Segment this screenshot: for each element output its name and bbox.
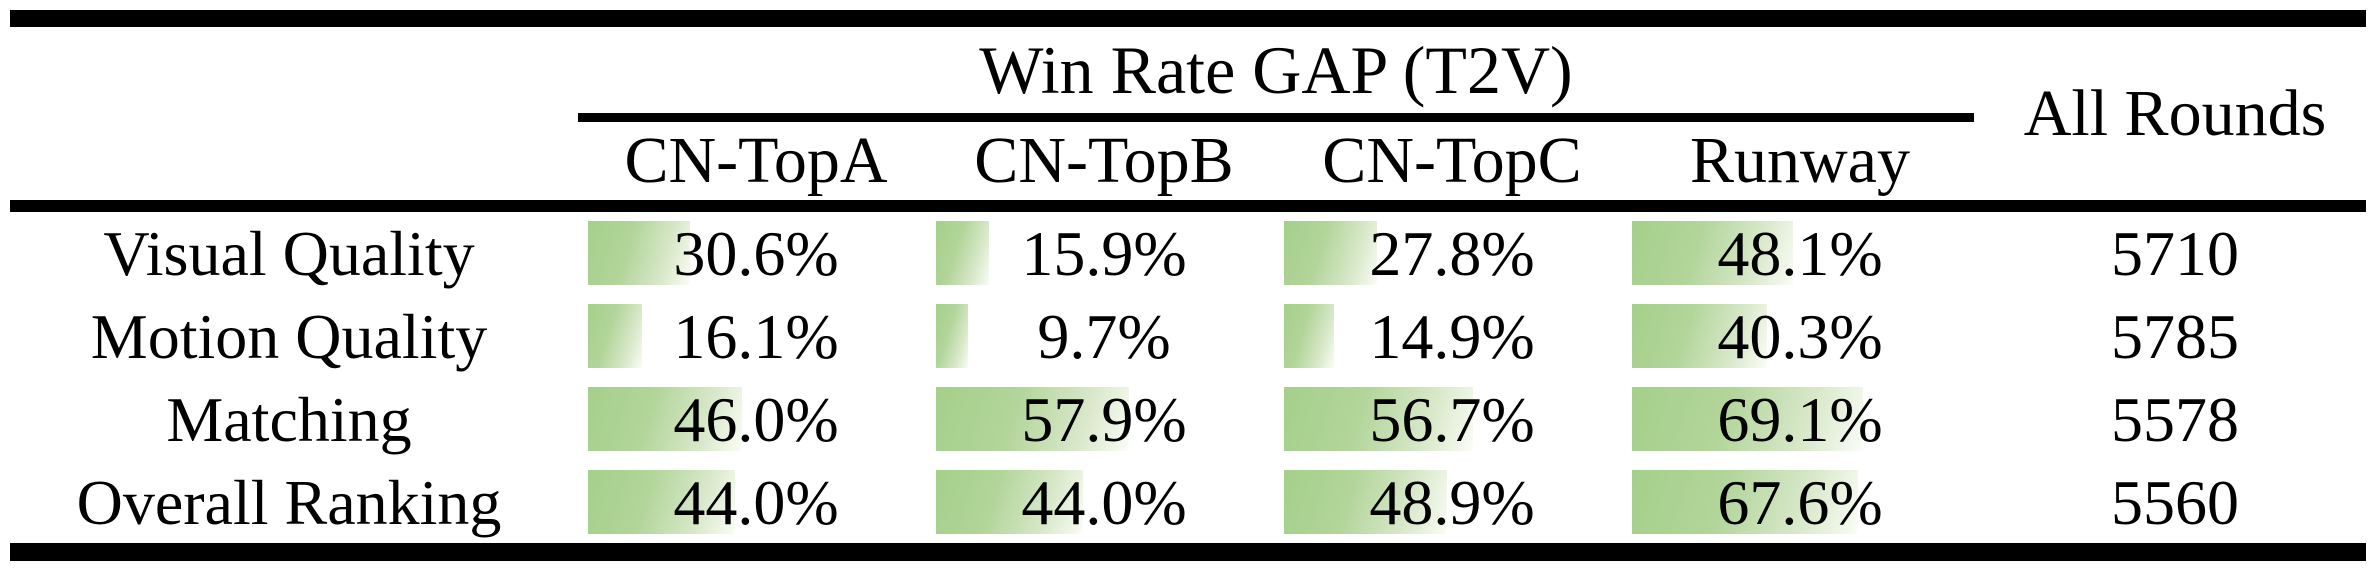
- data-bar: [1284, 387, 1474, 451]
- win-rate-cell: 57.9%: [930, 378, 1278, 461]
- all-rounds-value: 5710: [2111, 218, 2239, 289]
- column-header-cn-topc: CN-TopC: [1322, 124, 1582, 197]
- data-bar: [1632, 387, 1863, 451]
- cell-value: 14.9%: [1369, 301, 1535, 372]
- column-header-cn-topb: CN-TopB: [974, 124, 1234, 197]
- row-label: Matching: [166, 384, 412, 455]
- table-row-matching: Matching 46.0% 57.9% 56.7% 69.1% 5578: [0, 378, 2376, 461]
- all-rounds-value: 5785: [2111, 301, 2239, 372]
- data-bar: [1632, 470, 1858, 534]
- cell-value: 9.7%: [1037, 301, 1171, 372]
- win-rate-cell: 40.3%: [1626, 295, 1974, 378]
- cell-value: 48.1%: [1717, 218, 1883, 289]
- row-label: Visual Quality: [103, 218, 475, 289]
- data-bar: [588, 221, 691, 285]
- win-rate-cell: 46.0%: [582, 378, 930, 461]
- data-bar: [1632, 304, 1767, 368]
- top-rule: [10, 10, 2366, 27]
- data-bar: [1632, 221, 1793, 285]
- win-rate-cell: 30.6%: [582, 212, 930, 295]
- data-bar: [936, 470, 1083, 534]
- win-rate-cell: 14.9%: [1278, 295, 1626, 378]
- column-header-all-rounds: All Rounds: [2023, 76, 2327, 150]
- cell-value: 57.9%: [1021, 384, 1187, 455]
- column-header-cn-topa: CN-TopA: [624, 124, 888, 197]
- table-row-overall-ranking: Overall Ranking 44.0% 44.0% 48.9% 67.6% …: [0, 461, 2376, 544]
- data-bar: [936, 387, 1130, 451]
- win-rate-cell: 48.9%: [1278, 461, 1626, 544]
- header-separator-rule: [10, 200, 2366, 212]
- cell-value: 56.7%: [1369, 384, 1535, 455]
- win-rate-cell: 15.9%: [930, 212, 1278, 295]
- all-rounds-value: 5578: [2111, 384, 2239, 455]
- win-rate-cell: 44.0%: [930, 461, 1278, 544]
- cell-value: 40.3%: [1717, 301, 1883, 372]
- cell-value: 48.9%: [1369, 467, 1535, 538]
- cell-value: 46.0%: [673, 384, 839, 455]
- data-bar: [588, 470, 735, 534]
- data-bar: [936, 304, 969, 368]
- data-bar: [588, 304, 642, 368]
- data-bar: [1284, 304, 1334, 368]
- group-header-underline-rule: [578, 113, 1974, 122]
- cell-value: 27.8%: [1369, 218, 1535, 289]
- bottom-rule: [10, 543, 2366, 561]
- column-header-runway: Runway: [1690, 124, 1910, 197]
- cell-value: 67.6%: [1717, 467, 1883, 538]
- cell-value: 44.0%: [673, 467, 839, 538]
- cell-value: 69.1%: [1717, 384, 1883, 455]
- win-rate-cell: 9.7%: [930, 295, 1278, 378]
- table-row-motion-quality: Motion Quality 16.1% 9.7% 14.9% 40.3% 57…: [0, 295, 2376, 378]
- data-bar: [1284, 221, 1377, 285]
- cell-value: 30.6%: [673, 218, 839, 289]
- data-bar: [936, 221, 990, 285]
- win-rate-cell: 16.1%: [582, 295, 930, 378]
- group-header-title: Win Rate GAP (T2V): [979, 32, 1573, 108]
- row-label: Motion Quality: [90, 301, 488, 372]
- row-label: Overall Ranking: [76, 467, 502, 538]
- cell-value: 15.9%: [1021, 218, 1187, 289]
- win-rate-cell: 27.8%: [1278, 212, 1626, 295]
- cell-value: 16.1%: [673, 301, 839, 372]
- all-rounds-value: 5560: [2111, 467, 2239, 538]
- cell-value: 44.0%: [1021, 467, 1187, 538]
- data-bar: [588, 387, 742, 451]
- win-rate-cell: 56.7%: [1278, 378, 1626, 461]
- win-rate-cell: 48.1%: [1626, 212, 1974, 295]
- win-rate-cell: 67.6%: [1626, 461, 1974, 544]
- data-bar: [1284, 470, 1448, 534]
- win-rate-cell: 69.1%: [1626, 378, 1974, 461]
- win-rate-cell: 44.0%: [582, 461, 930, 544]
- table-row-visual-quality: Visual Quality 30.6% 15.9% 27.8% 48.1% 5…: [0, 212, 2376, 295]
